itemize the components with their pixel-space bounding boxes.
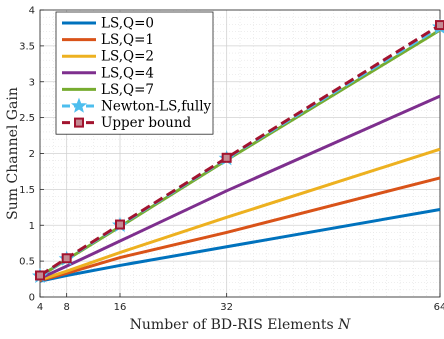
data-point xyxy=(61,253,72,264)
y-tick-label: 0 xyxy=(29,293,35,304)
y-axis-ticks: 0 0.5 1 1.5 2 2.5 3 3.5 4 xyxy=(19,6,44,304)
x-tick-label: 32 xyxy=(220,302,233,313)
y-tick-label: 1 xyxy=(29,221,35,232)
series-line xyxy=(39,176,441,282)
y-tick-label: 3.5 xyxy=(19,41,35,52)
legend-marker xyxy=(74,117,84,128)
legend-entry: Newton-LS,fully xyxy=(62,97,212,115)
y-tick-label: 0.5 xyxy=(19,257,35,268)
legend-entry: LS,Q=2 xyxy=(62,49,154,65)
legend-label: LS,Q=1 xyxy=(101,32,154,48)
legend: LS,Q=0LS,Q=1LS,Q=2LS,Q=4LS,Q=7Newton-LS,… xyxy=(55,11,214,135)
x-axis-label: Number of BD-RIS Elements N xyxy=(130,317,351,333)
legend-label: LS,Q=2 xyxy=(101,49,154,65)
series-1 xyxy=(39,176,441,282)
y-tick-label: 2 xyxy=(29,149,35,160)
series-0 xyxy=(39,207,441,283)
data-point xyxy=(115,219,125,230)
x-tick-label: 8 xyxy=(63,302,69,313)
series-line xyxy=(39,94,441,280)
legend-entry: LS,Q=0 xyxy=(62,16,154,32)
series-2 xyxy=(39,147,441,282)
series-6 xyxy=(35,20,444,281)
y-tick-label: 3 xyxy=(29,77,35,88)
y-tick-label: 2.5 xyxy=(19,113,35,124)
legend-label: LS,Q=4 xyxy=(101,65,154,81)
legend-label: LS,Q=7 xyxy=(101,82,154,98)
y-tick-label: 4 xyxy=(29,6,35,17)
legend-entry: LS,Q=7 xyxy=(62,82,154,98)
y-axis-label: Sum Channel Gain xyxy=(5,87,21,220)
series-3 xyxy=(39,94,441,280)
x-tick-label: 16 xyxy=(114,302,127,313)
legend-label: Upper bound xyxy=(101,115,192,131)
legend-entry: LS,Q=1 xyxy=(62,32,154,48)
series-layer xyxy=(32,18,444,283)
legend-entry: LS,Q=4 xyxy=(62,65,154,81)
x-tick-label: 64 xyxy=(434,302,444,313)
legend-label: LS,Q=0 xyxy=(101,16,154,32)
legend-label: Newton-LS,fully xyxy=(101,99,212,115)
data-point xyxy=(435,20,444,31)
y-tick-label: 1.5 xyxy=(19,185,35,196)
series-line xyxy=(39,147,441,282)
data-point xyxy=(221,152,232,163)
series-line xyxy=(39,207,441,283)
legend-marker xyxy=(71,97,87,113)
data-point xyxy=(35,270,45,281)
x-axis-ticks: 4 8 16 32 64 xyxy=(37,293,444,313)
legend-entry: Upper bound xyxy=(62,115,192,131)
x-tick-label: 4 xyxy=(37,302,43,313)
